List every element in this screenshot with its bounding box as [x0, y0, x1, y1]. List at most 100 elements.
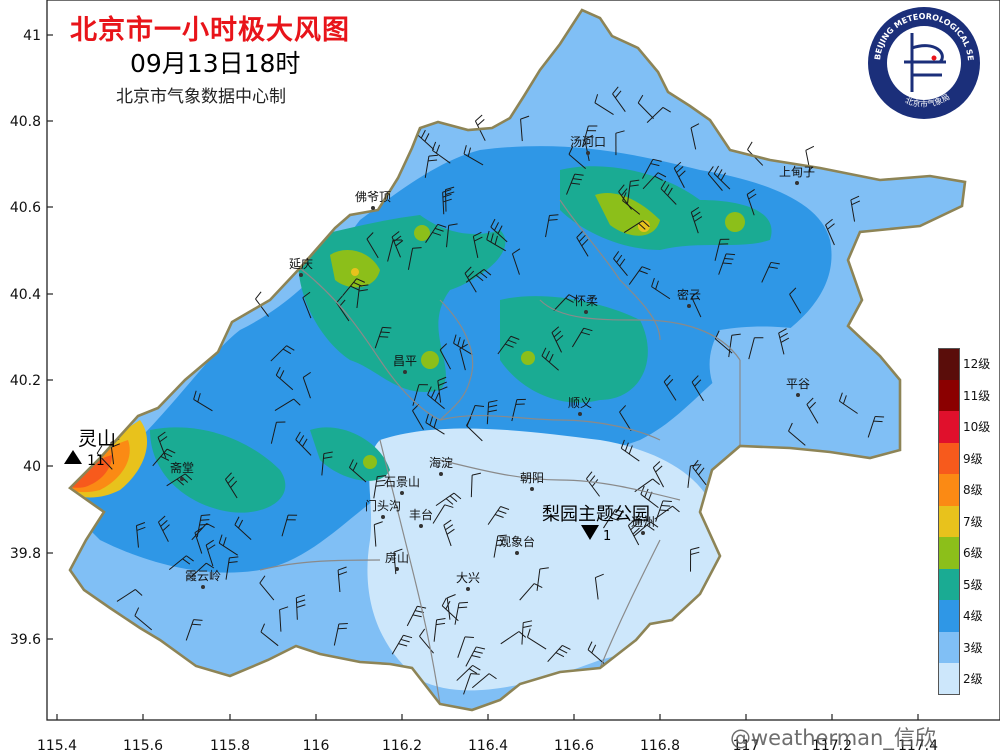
wind-barb [260, 623, 279, 647]
legend-swatch [938, 474, 960, 506]
legend-swatch [938, 411, 960, 443]
wind-barb [337, 566, 348, 593]
wind-barb [778, 328, 790, 355]
legend-swatch [938, 631, 960, 663]
wind-barb [805, 145, 815, 172]
station-dot [796, 393, 800, 397]
district-border-h [259, 559, 381, 571]
lon-tick-label: 115.6 [123, 738, 163, 754]
fill-level-6-f [414, 225, 430, 241]
wind-barb [441, 597, 459, 622]
wind-barb [234, 516, 252, 540]
station-dot [371, 206, 375, 210]
wind-barb [459, 343, 468, 371]
place-label: 门头沟 [365, 498, 401, 513]
lat-tick-label: 41 [23, 28, 41, 44]
wind-barb [584, 134, 594, 162]
wind-barb [690, 123, 700, 150]
legend-label: 2级 [963, 672, 983, 687]
wind-barb [761, 261, 780, 283]
wind-barb [673, 161, 686, 189]
wind-barb [433, 618, 446, 642]
wind-barb [637, 94, 654, 119]
wind-barb [295, 594, 306, 620]
place-label: 通州 [631, 515, 655, 529]
district-border-g [379, 439, 441, 705]
wind-barb [442, 189, 452, 215]
fill-level-5-c [500, 296, 648, 403]
wind-barb [655, 500, 672, 522]
fill-level-6-g [363, 455, 377, 469]
wind-barb [652, 461, 665, 488]
wind-barb [465, 269, 492, 283]
legend-label: 8级 [963, 483, 983, 498]
wind-barb [838, 392, 858, 414]
station-dot [201, 585, 205, 589]
lat-tick-label: 40 [23, 459, 41, 475]
district-border-e [559, 199, 661, 341]
station-dot [687, 304, 691, 308]
wind-barb [333, 623, 348, 646]
legend-label: 4级 [963, 609, 983, 624]
place-label: 上甸子 [779, 165, 815, 179]
wind-barb [746, 188, 757, 216]
wind-barb [627, 179, 640, 204]
legend-swatch [938, 505, 960, 537]
weibo-watermark: @weatherman_信欣 [730, 726, 936, 750]
wind-barb [454, 601, 469, 625]
wind-barb [640, 485, 659, 508]
wind-barb [464, 266, 477, 293]
wind-barb [692, 459, 707, 486]
legend-item: 10级 [938, 411, 996, 443]
wind-barb [135, 522, 146, 548]
place-label: 昌平 [393, 354, 417, 368]
wind-barb [497, 335, 520, 355]
logo-emblem [904, 33, 946, 92]
wind-barb [407, 247, 422, 270]
wind-barb [374, 326, 392, 349]
place-label: 汤河口 [570, 135, 606, 149]
wind-barb [463, 145, 484, 166]
legend-swatch [938, 442, 960, 474]
legend-item: 9级 [938, 442, 996, 474]
wind-barb [490, 218, 508, 243]
wind-barb [691, 290, 702, 318]
wind-barb [465, 646, 486, 667]
lon-axis: 115.4 115.6 115.8 116 116.2 116.4 116.6 116.8 11… [37, 714, 938, 754]
wind-barb [189, 562, 215, 579]
wind-barb [568, 146, 587, 170]
station-dot [584, 310, 588, 314]
legend-label: 5级 [963, 577, 983, 592]
wind-barb [446, 223, 458, 248]
wind-barb [295, 431, 312, 456]
fill-level-7-a [638, 220, 650, 232]
wind-barb [419, 628, 434, 654]
wind-barb [194, 527, 203, 554]
plot-frame [46, 0, 1000, 721]
wind-barb [279, 606, 289, 632]
wind-barb [571, 327, 593, 348]
wind-barb [225, 472, 238, 499]
legend-item: 8级 [938, 474, 996, 506]
wind-barb [185, 619, 203, 641]
wind-barb [660, 180, 677, 205]
wind-barb [493, 534, 507, 558]
district-border-c [439, 299, 474, 421]
legend-label: 12级 [963, 357, 991, 372]
place-label: 密云 [677, 287, 701, 302]
wind-barb [387, 239, 403, 262]
fill-level-5-d [150, 427, 286, 513]
wind-barb [627, 519, 640, 546]
wind-barb [302, 371, 311, 399]
legend-item: 12级 [938, 348, 996, 380]
wind-barb [446, 594, 456, 620]
legend-item: 7级 [938, 505, 996, 537]
wind-barb [619, 405, 632, 431]
station-dot [795, 181, 799, 185]
wind-barb [348, 459, 367, 483]
station-dot [578, 412, 582, 416]
lat-tick-label: 39.8 [10, 546, 41, 562]
wind-scale-legend: 12级 11级 10级 9级 8级 7级 6级 5级 4级 3级 2级 [938, 348, 996, 695]
